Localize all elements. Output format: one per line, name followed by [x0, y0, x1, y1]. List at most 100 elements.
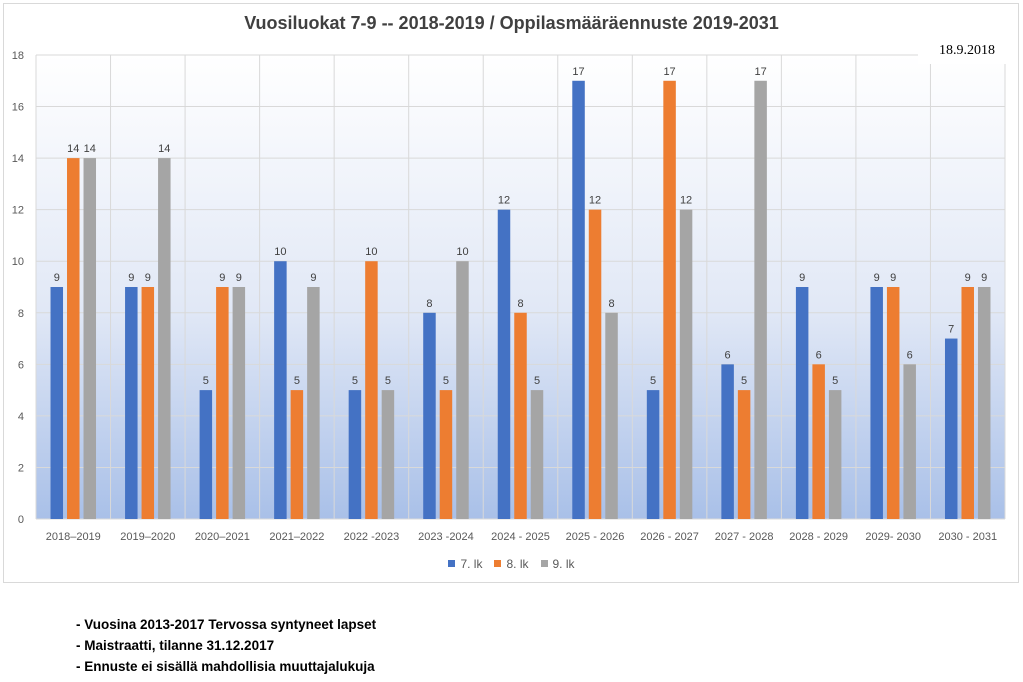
y-tick-label: 6 — [18, 359, 24, 371]
data-label: 9 — [54, 272, 60, 284]
legend-swatch — [494, 560, 502, 567]
y-tick-label: 10 — [12, 256, 24, 268]
data-label: 8 — [426, 298, 432, 310]
data-label: 17 — [754, 66, 766, 78]
data-label: 9 — [965, 272, 971, 284]
x-tick-label: 2026 - 2027 — [640, 531, 699, 543]
bar — [605, 312, 618, 519]
y-tick-label: 4 — [18, 411, 24, 423]
data-label: 12 — [680, 195, 692, 207]
bar — [232, 287, 246, 519]
note-item: - Vuosina 2013-2017 Tervossa syntyneet l… — [76, 617, 377, 632]
x-tick-label: 2021–2022 — [269, 531, 324, 543]
x-tick-label: 2030 - 2031 — [938, 531, 997, 543]
date-annotation: 18.9.2018 — [918, 38, 1016, 64]
notes-list: - Vuosina 2013-2017 Tervossa syntyneet l… — [76, 614, 376, 677]
bar — [754, 80, 767, 520]
data-label: 5 — [352, 375, 358, 387]
x-tick-label: 2028 - 2029 — [789, 531, 848, 543]
x-tick-label: 2029- 2030 — [865, 531, 921, 543]
bar — [456, 261, 469, 519]
note-item: - Ennuste ei sisällä mahdollisia muuttaj… — [76, 659, 375, 674]
data-label: 9 — [799, 272, 805, 284]
data-label: 5 — [741, 375, 747, 387]
bar — [870, 287, 883, 519]
data-label: 5 — [534, 375, 540, 387]
data-label: 9 — [874, 272, 880, 284]
data-label: 17 — [572, 66, 584, 78]
data-label: 5 — [832, 375, 838, 387]
x-tick-label: 2019–2020 — [120, 531, 175, 543]
legend-item: 9. lk — [540, 556, 575, 571]
x-tick-label: 2025 - 2026 — [566, 531, 625, 543]
bar — [348, 390, 362, 519]
data-label: 17 — [663, 66, 675, 78]
note-item: - Maistraatti, tilanne 31.12.2017 — [76, 638, 275, 653]
bar — [530, 390, 544, 519]
data-label: 12 — [589, 195, 601, 207]
data-label: 6 — [907, 349, 913, 361]
bar — [795, 287, 809, 519]
bar — [83, 158, 97, 519]
bar — [944, 338, 958, 519]
bar — [663, 80, 676, 520]
bar — [588, 209, 602, 519]
y-tick-label: 0 — [18, 514, 24, 526]
data-label: 9 — [890, 272, 896, 284]
y-tick-label: 2 — [18, 462, 24, 474]
x-tick-label: 2020–2021 — [195, 531, 250, 543]
bar — [67, 158, 80, 519]
y-tick-label: 8 — [18, 308, 24, 320]
bar — [903, 364, 916, 519]
bar — [141, 287, 155, 519]
y-tick-label: 14 — [12, 153, 24, 165]
legend-label: 8. lk — [506, 556, 529, 571]
x-tick-label: 2018–2019 — [46, 531, 101, 543]
data-label: 6 — [816, 349, 822, 361]
legend-label: 7. lk — [460, 556, 483, 571]
bar — [737, 390, 751, 519]
data-label: 5 — [443, 375, 449, 387]
data-label: 7 — [948, 324, 954, 336]
bar — [125, 287, 138, 519]
bar — [290, 390, 304, 519]
data-label: 10 — [274, 246, 286, 258]
data-label: 8 — [517, 298, 523, 310]
bar — [199, 390, 213, 519]
x-tick-label: 2024 - 2025 — [491, 531, 550, 543]
bar — [721, 364, 734, 519]
bar — [514, 312, 527, 519]
y-tick-label: 16 — [12, 102, 24, 114]
bar — [216, 287, 229, 519]
data-label: 8 — [608, 298, 614, 310]
legend-item: 8. lk — [494, 556, 529, 571]
y-tick-label: 18 — [12, 50, 24, 62]
data-label: 9 — [236, 272, 242, 284]
bar — [961, 287, 974, 519]
data-label: 9 — [128, 272, 134, 284]
data-label: 9 — [310, 272, 316, 284]
data-label: 10 — [456, 246, 468, 258]
data-label: 6 — [725, 349, 731, 361]
bar — [381, 390, 395, 519]
data-label: 10 — [365, 246, 377, 258]
bar — [307, 287, 320, 519]
bar — [977, 287, 991, 519]
x-tick-label: 2023 -2024 — [418, 531, 474, 543]
bar — [646, 390, 660, 519]
legend-swatch — [448, 560, 456, 567]
legend-swatch — [540, 560, 548, 567]
bar — [828, 390, 842, 519]
bar — [158, 158, 171, 519]
y-tick-label: 12 — [12, 205, 24, 217]
bar — [812, 364, 825, 519]
bar — [50, 287, 64, 519]
bar — [679, 209, 693, 519]
bar — [439, 390, 453, 519]
bar — [572, 80, 585, 520]
data-label: 14 — [158, 143, 170, 155]
bar — [423, 312, 436, 519]
legend-label: 9. lk — [552, 556, 575, 571]
data-label: 5 — [385, 375, 391, 387]
data-label: 14 — [84, 143, 96, 155]
